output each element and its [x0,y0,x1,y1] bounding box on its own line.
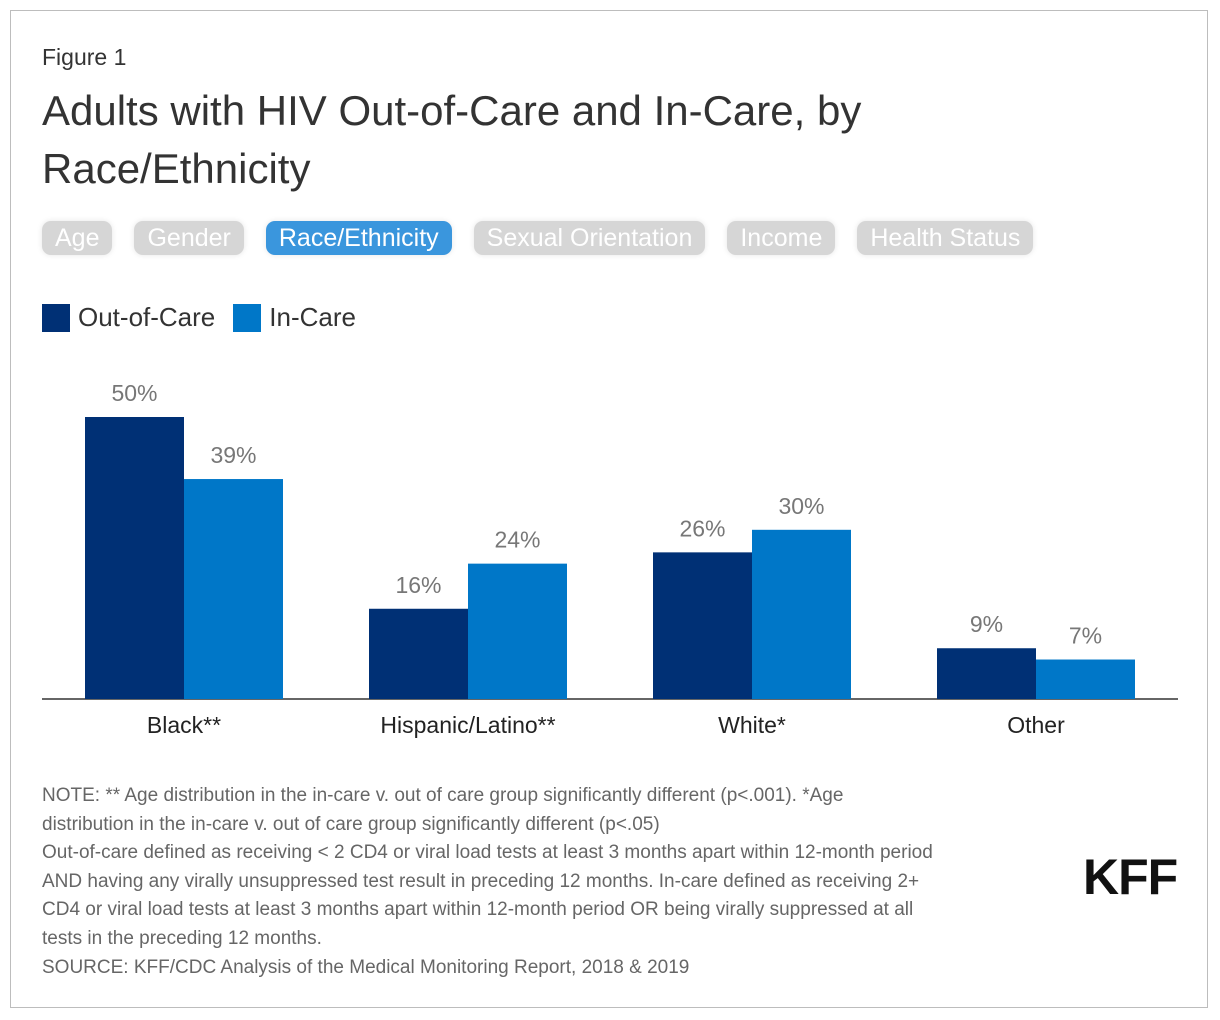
value-label: 24% [494,527,540,553]
tab[interactable]: Gender [134,221,244,255]
value-label: 16% [395,572,441,598]
note-line: AND having any virally unsuppressed test… [42,870,920,892]
legend-label: Out-of-Care [78,302,216,332]
legend-item: In-Care [233,302,356,333]
note-line: CD4 or viral load tests at least 3 month… [42,899,914,921]
x-tick-label: Black** [147,712,221,738]
tab[interactable]: Health Status [857,221,1034,255]
bar [937,648,1036,699]
tab[interactable]: Race/Ethnicity [265,221,452,255]
note-line: distribution in the in-care v. out of ca… [42,813,660,835]
bar [184,479,283,699]
value-label: 50% [111,380,157,406]
x-tick-label: Hispanic/Latino** [380,712,555,738]
value-label: 39% [210,442,256,468]
tabs: Age Gender Race/Ethnicity Sexual Orientatio… [42,221,1034,255]
note-line: tests in the preceding 12 months. [42,927,322,949]
bar [468,563,567,699]
legend-label: In-Care [269,302,356,332]
x-tick-label: Other [1007,712,1065,738]
frame [10,10,1208,1008]
value-label: 9% [970,611,1003,637]
tab[interactable]: Age [42,221,113,255]
legend-item: Out-of-Care [42,302,215,333]
note-line: NOTE: ** Age distribution in the in-care… [42,785,844,806]
bar [1036,659,1135,699]
bar [752,529,851,699]
bar [369,608,468,699]
bar [85,417,184,699]
legend-swatch [42,303,70,332]
value-label: 26% [679,515,725,541]
x-tick-label: White* [718,712,786,738]
note-line: SOURCE: KFF/CDC Analysis of the Medical … [42,956,690,978]
chart: Black** 50% 39% Hispanic/Latino** 16% 24% Whit… [42,380,1178,738]
legend: Out-of-Care In-Care [42,302,356,333]
logo: KFF [1083,849,1178,905]
value-label: 30% [778,493,824,519]
figure-label: Figure 1 [42,44,127,70]
note-line: Out-of-care defined as receiving < 2 CD4… [42,842,933,864]
tab[interactable]: Income [727,221,836,255]
tab[interactable]: Sexual Orientation [473,221,706,255]
notes: NOTE: ** Age distribution in the in-care… [42,782,933,982]
chart-title: Adults with HIV Out-of-Care and In-Care,… [42,87,862,192]
legend-swatch [233,303,262,332]
value-label: 7% [1069,623,1102,649]
bar [653,552,752,699]
